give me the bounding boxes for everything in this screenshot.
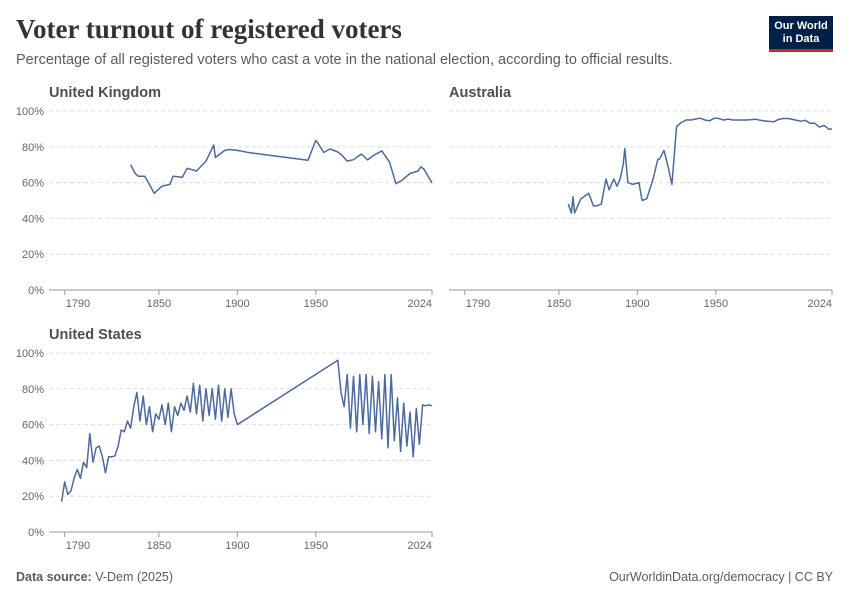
panel-title: Australia	[449, 85, 512, 101]
y-tick-label: 0%	[28, 285, 44, 297]
y-tick-label: 40%	[22, 213, 44, 225]
x-tick-label: 1850	[547, 298, 571, 310]
y-tick-label: 20%	[22, 249, 44, 261]
series-line	[129, 139, 433, 195]
x-tick-label: 1850	[147, 298, 171, 310]
data-source-value[interactable]: V-Dem (2025)	[95, 570, 174, 584]
chart-title: Voter turnout of registered voters	[16, 14, 402, 44]
x-tick-label: 2024	[408, 298, 432, 310]
data-source-label: Data source:	[16, 570, 92, 584]
source-url[interactable]: OurWorldinData.org/democracy | CC BY	[609, 570, 833, 584]
y-tick-label: 80%	[22, 384, 44, 396]
logo-line-2: in Data	[782, 33, 820, 45]
panel-title: United Kingdom	[49, 85, 161, 101]
logo-line-1: Our World	[774, 20, 828, 32]
x-tick-label: 1950	[304, 540, 328, 552]
data-source: Data source: V-Dem (2025)	[16, 570, 173, 584]
x-tick-label: 1790	[66, 298, 90, 310]
series-line	[60, 359, 433, 502]
chart-panel: Australia 1790 1850 1900 1950 2024	[449, 85, 833, 310]
chart-panel: United States 0% 20% 40% 60% 80% 100% 1790 1850 1…	[16, 327, 433, 552]
x-tick-label: 1850	[147, 540, 171, 552]
x-tick-label: 1950	[304, 298, 328, 310]
y-tick-label: 100%	[16, 348, 44, 360]
x-tick-label: 1790	[466, 298, 490, 310]
y-tick-label: 60%	[22, 420, 44, 432]
x-tick-label: 2024	[408, 540, 432, 552]
y-tick-label: 40%	[22, 455, 44, 467]
x-tick-label: 1790	[66, 540, 90, 552]
y-tick-label: 80%	[22, 142, 44, 154]
y-tick-label: 20%	[22, 491, 44, 503]
series-line	[567, 117, 833, 214]
x-tick-label: 1900	[225, 540, 249, 552]
y-tick-label: 100%	[16, 106, 44, 118]
y-tick-label: 0%	[28, 527, 44, 539]
x-tick-label: 2024	[808, 298, 832, 310]
panel-title: United States	[49, 327, 142, 343]
owid-logo[interactable]: Our World in Data	[769, 16, 833, 52]
x-tick-label: 1900	[625, 298, 649, 310]
y-tick-label: 60%	[22, 178, 44, 190]
x-tick-label: 1900	[225, 298, 249, 310]
x-tick-label: 1950	[704, 298, 728, 310]
chart-panel: United Kingdom 0% 20% 40% 60% 80% 100% 1790 1850…	[16, 85, 433, 310]
chart-subtitle: Percentage of all registered voters who …	[16, 52, 673, 68]
